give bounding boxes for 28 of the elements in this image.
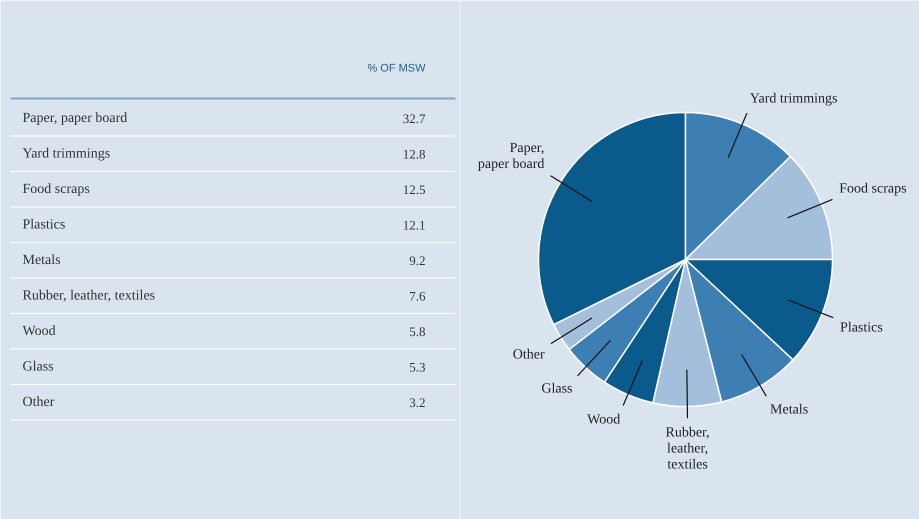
data-label: 12.1 [402,217,426,232]
data-label: 5.8 [409,324,426,339]
category-label: Rubber, leather, textiles [22,288,156,304]
category-label: Metals [22,252,61,268]
data-label: 32.7 [402,110,426,126]
slice-label: Yard trimmings [750,91,838,106]
category-label: Glass [22,359,54,374]
slice-label: Metals [770,402,808,418]
category-label: Yard trimmings [22,146,110,162]
data-label: 7.6 [409,288,426,304]
data-label: 9.2 [409,252,426,268]
data-label: 3.2 [409,394,426,410]
data-label: 12.8 [402,146,426,162]
slice-label: Rubber, leather, textiles [665,426,710,473]
text: % OF MSW [367,62,426,74]
category-label: Paper, paper board [22,110,128,126]
slice-label: Other [512,348,545,363]
category-label: Food scraps [22,182,90,197]
category-label: Wood [22,324,56,339]
category-label: Other [22,394,55,410]
data-label: 5.3 [409,359,426,374]
category-label: Plastics [22,217,66,232]
slice-label: Glass [541,381,573,396]
slice-label: Food scraps [839,182,907,197]
slice-label: Paper, paper board [478,140,544,172]
slice-label: Wood [587,412,620,428]
slice-label: Plastics [840,320,883,336]
data-label: 12.5 [402,182,426,197]
